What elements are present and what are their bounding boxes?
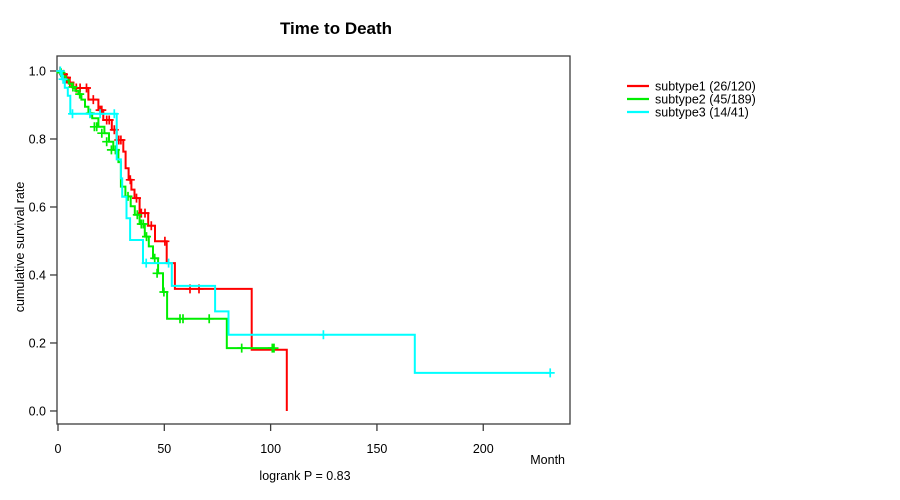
censor-marks-subtype3	[55, 66, 555, 378]
y-tick-label: 0.0	[29, 404, 46, 418]
legend: subtype1 (26/120)subtype2 (45/189)subtyp…	[627, 80, 756, 120]
y-tick-label: 0.2	[29, 336, 46, 350]
plot-frame	[56, 55, 571, 425]
x-axis-ticks: 0 50 100 150 200	[55, 424, 494, 456]
y-tick-label: 0.8	[29, 132, 46, 146]
legend-label-subtype1: subtype1 (26/120)	[655, 80, 756, 94]
logrank-annotation: logrank P = 0.83	[259, 469, 350, 483]
chart-title: Time to Death	[280, 19, 392, 38]
legend-label-subtype2: subtype2 (45/189)	[655, 93, 756, 107]
y-axis-label: cumulative survival rate	[13, 182, 27, 313]
x-tick-label: 150	[367, 442, 388, 456]
survival-curve-subtype3	[58, 70, 551, 374]
censor-marks-subtype1	[55, 66, 204, 294]
x-axis-label: Month	[530, 453, 565, 467]
x-tick-label: 50	[157, 442, 171, 456]
x-tick-label: 100	[260, 442, 281, 456]
y-tick-label: 0.4	[29, 268, 46, 282]
y-tick-label: 0.6	[29, 200, 46, 214]
y-tick-label: 1.0	[29, 64, 46, 78]
y-axis-ticks: 0.0 0.2 0.4 0.6 0.8 1.0	[29, 64, 57, 418]
x-tick-label: 0	[55, 442, 62, 456]
survival-curve-subtype1	[58, 70, 288, 411]
x-tick-label: 200	[473, 442, 494, 456]
survival-curves	[55, 66, 555, 411]
legend-label-subtype3: subtype3 (14/41)	[655, 106, 749, 120]
